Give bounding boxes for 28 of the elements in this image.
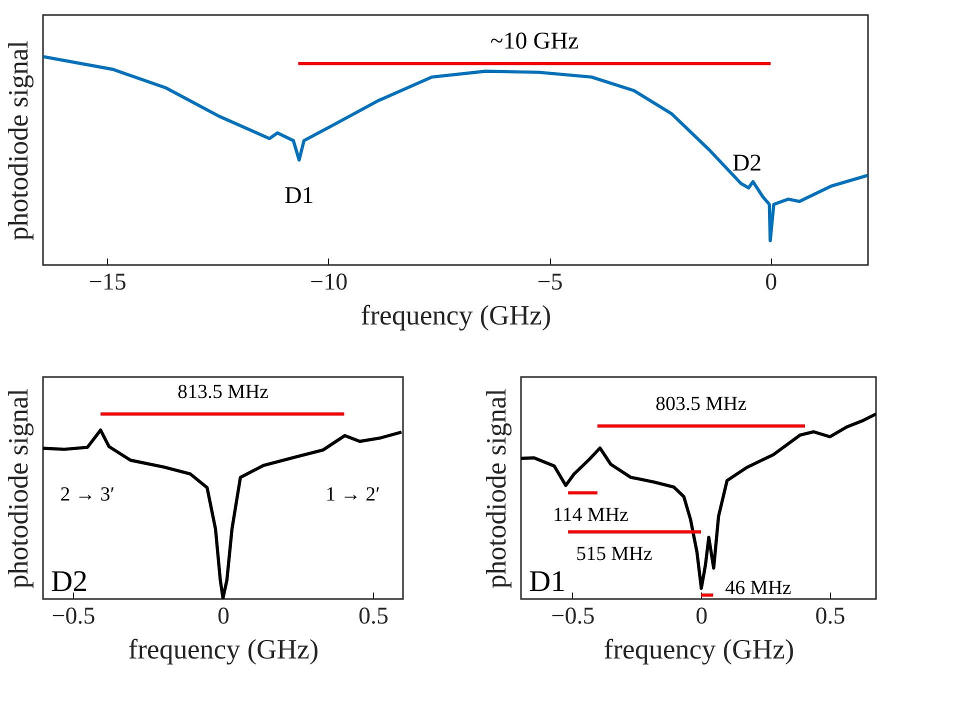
annotation: D1 <box>529 565 566 598</box>
x-tick-label: 0.5 <box>358 604 388 630</box>
annotation: 114 MHz <box>553 504 629 526</box>
x-tick-label: 0 <box>218 604 230 630</box>
annotation: 803.5 MHz <box>656 393 747 416</box>
annotation: D2 <box>51 565 88 598</box>
x-tick-label: −0.5 <box>52 604 96 630</box>
x-tick-label: −0.5 <box>551 604 595 630</box>
x-tick-label: 0 <box>765 270 778 296</box>
annotation: 1 → 2′ <box>326 484 380 506</box>
x-axis-title: frequency (GHz) <box>128 634 319 666</box>
annotation: 46 MHz <box>725 577 792 600</box>
annotation: D1 <box>284 183 314 209</box>
annotation: ~10 GHz <box>490 28 579 55</box>
x-tick-label: 0.5 <box>815 604 846 630</box>
x-axis-title: frequency (GHz) <box>360 300 552 332</box>
x-axis-title: frequency (GHz) <box>604 634 794 666</box>
x-tick-label: 0 <box>696 604 708 630</box>
annotation: 813.5 MHz <box>177 381 269 403</box>
annotation: D2 <box>732 150 762 177</box>
y-axis-title: photodiode signal <box>4 40 34 240</box>
annotation: 2 → 3′ <box>60 483 115 506</box>
y-axis-title: photodiode signal <box>4 388 34 588</box>
x-tick-label: −15 <box>88 270 126 296</box>
x-tick-label: −10 <box>310 270 348 296</box>
x-tick-label: −5 <box>537 270 563 296</box>
y-axis-title: photodiode signal <box>482 388 512 588</box>
annotation: 515 MHz <box>576 542 652 565</box>
